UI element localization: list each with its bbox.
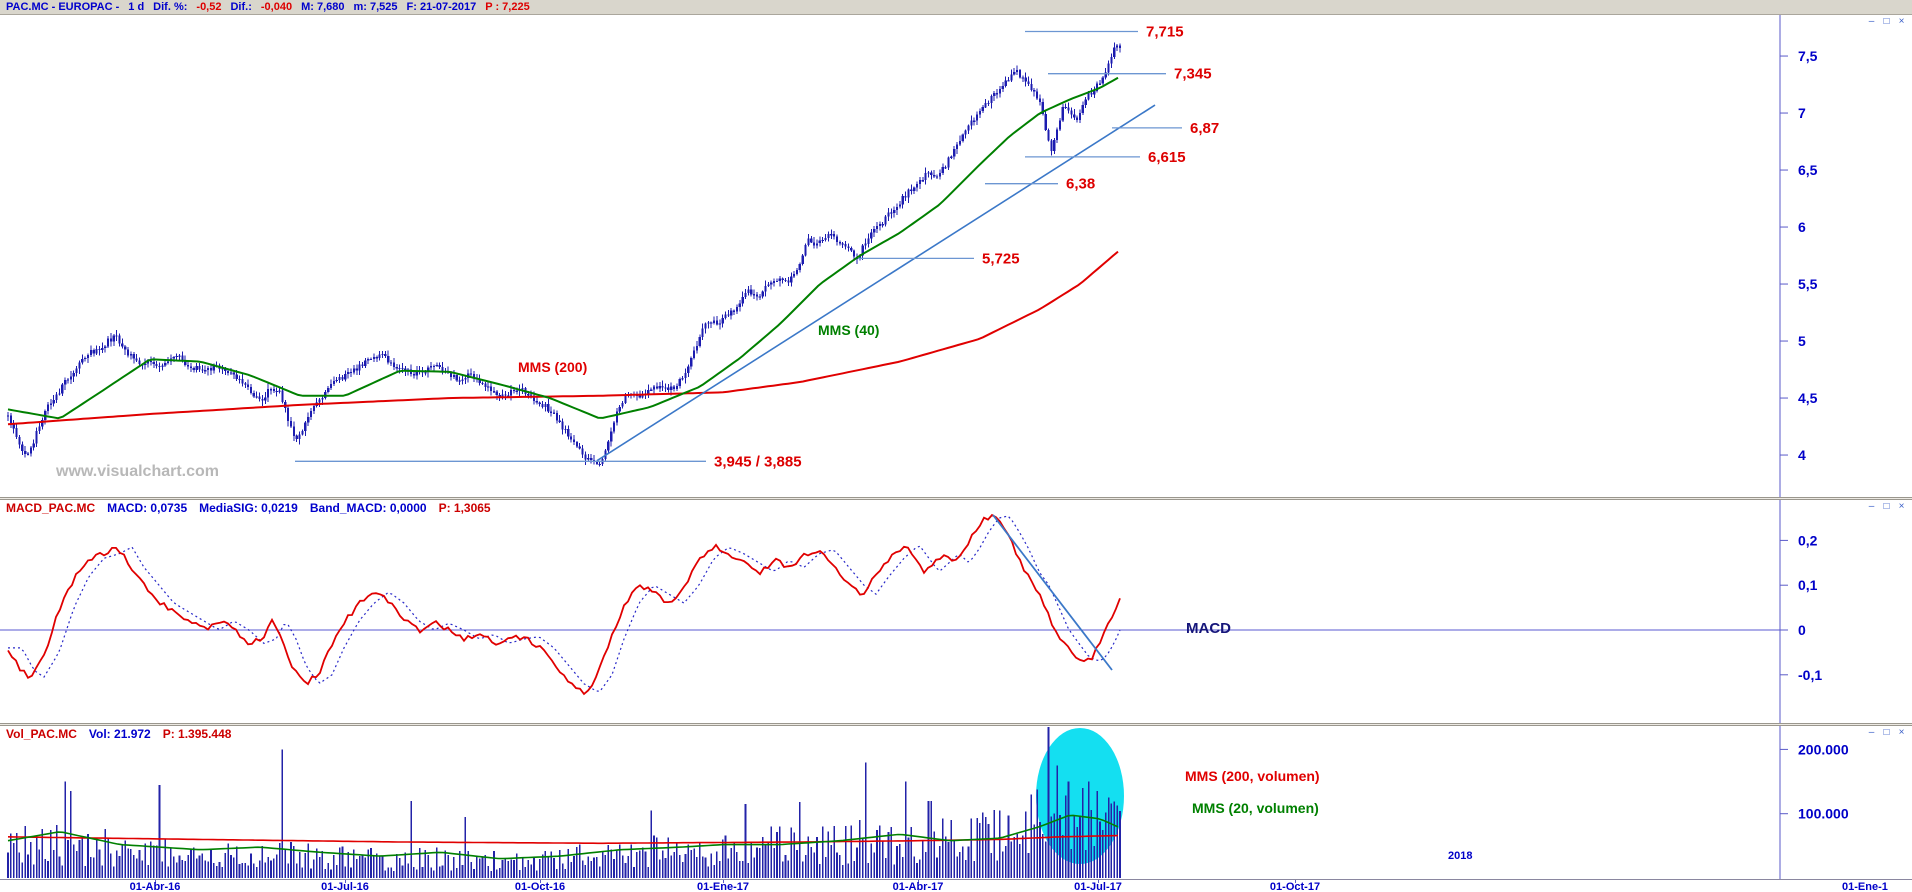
x-axis-label: 01-Jul-16 bbox=[321, 881, 369, 892]
volume-title: Vol_PAC.MC Vol: 21.972 P: 1.395.448 bbox=[6, 727, 231, 741]
price-level-label: 6,615 bbox=[1148, 149, 1186, 166]
volume-title-segment: P: 1.395.448 bbox=[162, 727, 232, 741]
volume-close-button[interactable]: × bbox=[1898, 727, 1905, 738]
x-axis-label: 01-Abr-17 bbox=[892, 881, 944, 892]
price-level-label: 3,945 / 3,885 bbox=[714, 453, 802, 470]
volume-minimize-button[interactable]: – bbox=[1868, 727, 1875, 738]
time-axis: 01-Abr-16 01-Jul-16 01-Oct-16 01-Ene-17 01-A… bbox=[0, 879, 1912, 892]
macd-close-button[interactable]: × bbox=[1898, 501, 1905, 512]
macd-signal-line bbox=[8, 515, 1121, 692]
price-maximize-button[interactable]: □ bbox=[1883, 16, 1890, 27]
axis-tick-label: 4 bbox=[1798, 447, 1806, 463]
macd-maximize-button[interactable]: □ bbox=[1883, 501, 1890, 512]
axis-tick-label: 7,5 bbox=[1798, 48, 1818, 64]
macd-trendline[interactable] bbox=[992, 514, 1113, 671]
macd-indicator-label: MACD bbox=[1186, 620, 1231, 637]
x-axis-label: 01-Jul-17 bbox=[1074, 881, 1122, 892]
axis-tick-label: 4,5 bbox=[1798, 390, 1818, 406]
volume-mms20-label: MMS (20, volumen) bbox=[1192, 800, 1319, 816]
x-axis-label: 01-Abr-16 bbox=[129, 881, 181, 892]
x-axis-label-clipped: 01-Ene-18 bbox=[1842, 881, 1888, 892]
macd-panel: 0,2 0,1 0 -0,1 MACD_PAC.MC MACD: 0,0735 Media… bbox=[0, 500, 1912, 723]
volume-chart-canvas[interactable]: 200.000 100.000 bbox=[0, 726, 1912, 879]
x-axis-tick bbox=[155, 880, 156, 883]
volume-ma-line bbox=[7, 834, 1119, 845]
volume-window-controls: – □ × bbox=[1866, 727, 1907, 738]
x-axis-tick bbox=[345, 880, 346, 883]
axis-tick-label: 6,5 bbox=[1798, 162, 1818, 178]
x-axis-label: 01-Oct-17 bbox=[1269, 881, 1321, 892]
watermark: www.visualchart.com bbox=[56, 463, 220, 480]
moving-average-line bbox=[7, 250, 1119, 426]
macd-title-segment: P: 1,3065 bbox=[438, 501, 491, 515]
macd-chart-canvas[interactable]: 0,2 0,1 0 -0,1 bbox=[0, 500, 1912, 723]
year-label: 2018 bbox=[1448, 850, 1473, 862]
price-level-label: 6,87 bbox=[1190, 120, 1219, 137]
macd-line bbox=[7, 513, 1121, 696]
price-window-controls: – □ × bbox=[1866, 16, 1907, 27]
axis-tick-label: 0,1 bbox=[1798, 577, 1818, 593]
volume-ma-line bbox=[7, 814, 1119, 860]
price-panel: 7,5 7 6,5 6 5,5 5 4,5 4 7,715 7,345 6,87 6,615 6,38 5… bbox=[0, 15, 1912, 497]
quote-title-segment: PAC.MC - EUROPAC - bbox=[6, 1, 120, 13]
mms200-label: MMS (200) bbox=[518, 359, 588, 375]
panel-splitter[interactable] bbox=[0, 497, 1912, 500]
quote-title-segment: m: 7,525 bbox=[353, 1, 398, 13]
quote-title-segment: M: 7,680 bbox=[301, 1, 345, 13]
volume-panel: 200.000 100.000 Vol_PAC.MC Vol: 21.972 P: 1… bbox=[0, 726, 1912, 879]
macd-window-controls: – □ × bbox=[1866, 501, 1907, 512]
x-axis-tick bbox=[1098, 880, 1099, 883]
macd-title-segment: MACD: 0,0735 bbox=[107, 501, 188, 515]
quote-title-segment: F: 21-07-2017 bbox=[406, 1, 477, 13]
volume-title-segment: Vol: 21.972 bbox=[88, 727, 151, 741]
quote-title-segment: -0,52 bbox=[196, 1, 222, 13]
x-axis-tick bbox=[723, 880, 724, 883]
quote-title-segment: -0,040 bbox=[260, 1, 293, 13]
axis-tick-label: 5,5 bbox=[1798, 276, 1818, 292]
volume-title-segment: Vol_PAC.MC bbox=[6, 727, 77, 741]
volume-bars bbox=[7, 726, 1121, 878]
x-axis-label: 01-Ene-17 bbox=[697, 881, 749, 892]
macd-title-segment: MediaSIG: 0,0219 bbox=[199, 501, 298, 515]
quote-title-segment: P : 7,225 bbox=[485, 1, 530, 13]
quote-title-segment: Dif. %: bbox=[153, 1, 188, 13]
price-level-label: 7,715 bbox=[1146, 24, 1184, 41]
axis-tick-label: 200.000 bbox=[1798, 741, 1849, 757]
axis-tick-label: 100.000 bbox=[1798, 806, 1849, 822]
price-close-button[interactable]: × bbox=[1898, 16, 1905, 27]
axis-tick-label: 0 bbox=[1798, 622, 1806, 638]
mms40-label: MMS (40) bbox=[818, 322, 880, 338]
axis-tick-label: 6 bbox=[1798, 219, 1806, 235]
panel-splitter[interactable] bbox=[0, 723, 1912, 726]
axis-tick-label: 5 bbox=[1798, 333, 1806, 349]
x-axis-tick bbox=[540, 880, 541, 883]
volume-mms200-label: MMS (200, volumen) bbox=[1185, 768, 1320, 784]
axis-tick-label: 0,2 bbox=[1798, 532, 1818, 548]
macd-title-segment: Band_MACD: 0,0000 bbox=[309, 501, 427, 515]
axis-tick-label: -0,1 bbox=[1798, 667, 1822, 683]
x-axis-label: 01-Oct-16 bbox=[514, 881, 566, 892]
macd-title: MACD_PAC.MC MACD: 0,0735 MediaSIG: 0,0219 B… bbox=[6, 501, 491, 515]
price-chart-canvas[interactable]: 7,5 7 6,5 6 5,5 5 4,5 4 7,715 7,345 6,876,615 6,38 5… bbox=[0, 15, 1912, 497]
quote-header-bar: PAC.MC - EUROPAC - 1 d Dif. %: -0,52 Dif.: -0… bbox=[0, 0, 1912, 15]
price-minimize-button[interactable]: – bbox=[1868, 16, 1875, 27]
volume-maximize-button[interactable]: □ bbox=[1883, 727, 1890, 738]
macd-title-segment: MACD_PAC.MC bbox=[6, 501, 96, 515]
price-level-label: 6,38 bbox=[1066, 176, 1095, 193]
axis-tick-label: 7 bbox=[1798, 105, 1806, 121]
price-level-label: 7,345 bbox=[1174, 66, 1212, 83]
trendline[interactable] bbox=[596, 104, 1156, 462]
moving-average-line bbox=[7, 76, 1119, 420]
price-level-label: 5,725 bbox=[982, 250, 1020, 267]
x-axis-tick bbox=[918, 880, 919, 883]
quote-title-segment: Dif.: bbox=[230, 1, 252, 13]
quote-title-segment: 1 d bbox=[128, 1, 145, 13]
macd-minimize-button[interactable]: – bbox=[1868, 501, 1875, 512]
x-axis-tick bbox=[1295, 880, 1296, 883]
